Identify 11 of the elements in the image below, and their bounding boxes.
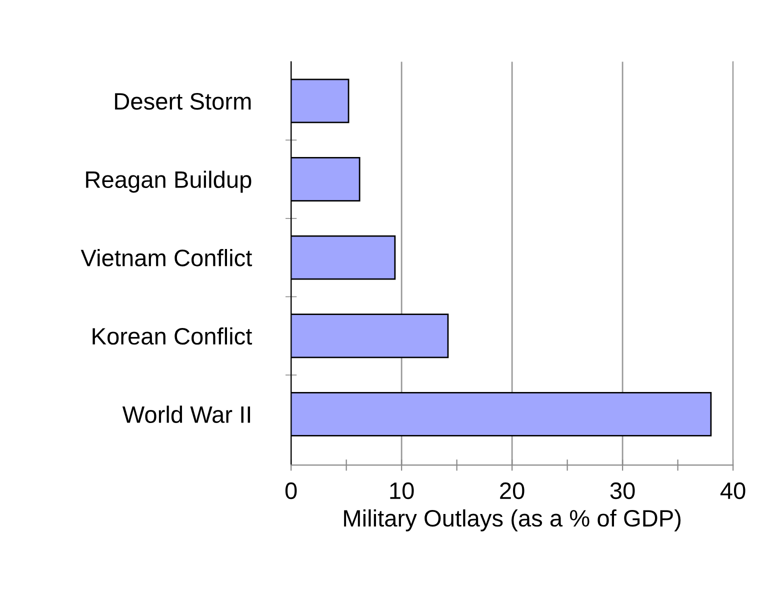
x-axis-title: Military Outlays (as a % of GDP) — [344, 509, 681, 532]
y-tick-label: Vietnam Conflict — [80, 249, 252, 266]
y-tick-label: World War II — [122, 406, 250, 423]
y-tick-label: Reagan Buildup — [86, 170, 252, 193]
y-tick-label: Desert Storm — [115, 93, 251, 110]
x-tick-label: 20 — [500, 482, 524, 500]
x-tick-label: 40 — [720, 482, 746, 500]
y-tick-label: Korean Conflict — [92, 327, 252, 345]
x-tick-label: 30 — [610, 482, 635, 500]
x-tick-label: 0 — [285, 482, 297, 500]
x-tick-label: 10 — [390, 482, 414, 500]
